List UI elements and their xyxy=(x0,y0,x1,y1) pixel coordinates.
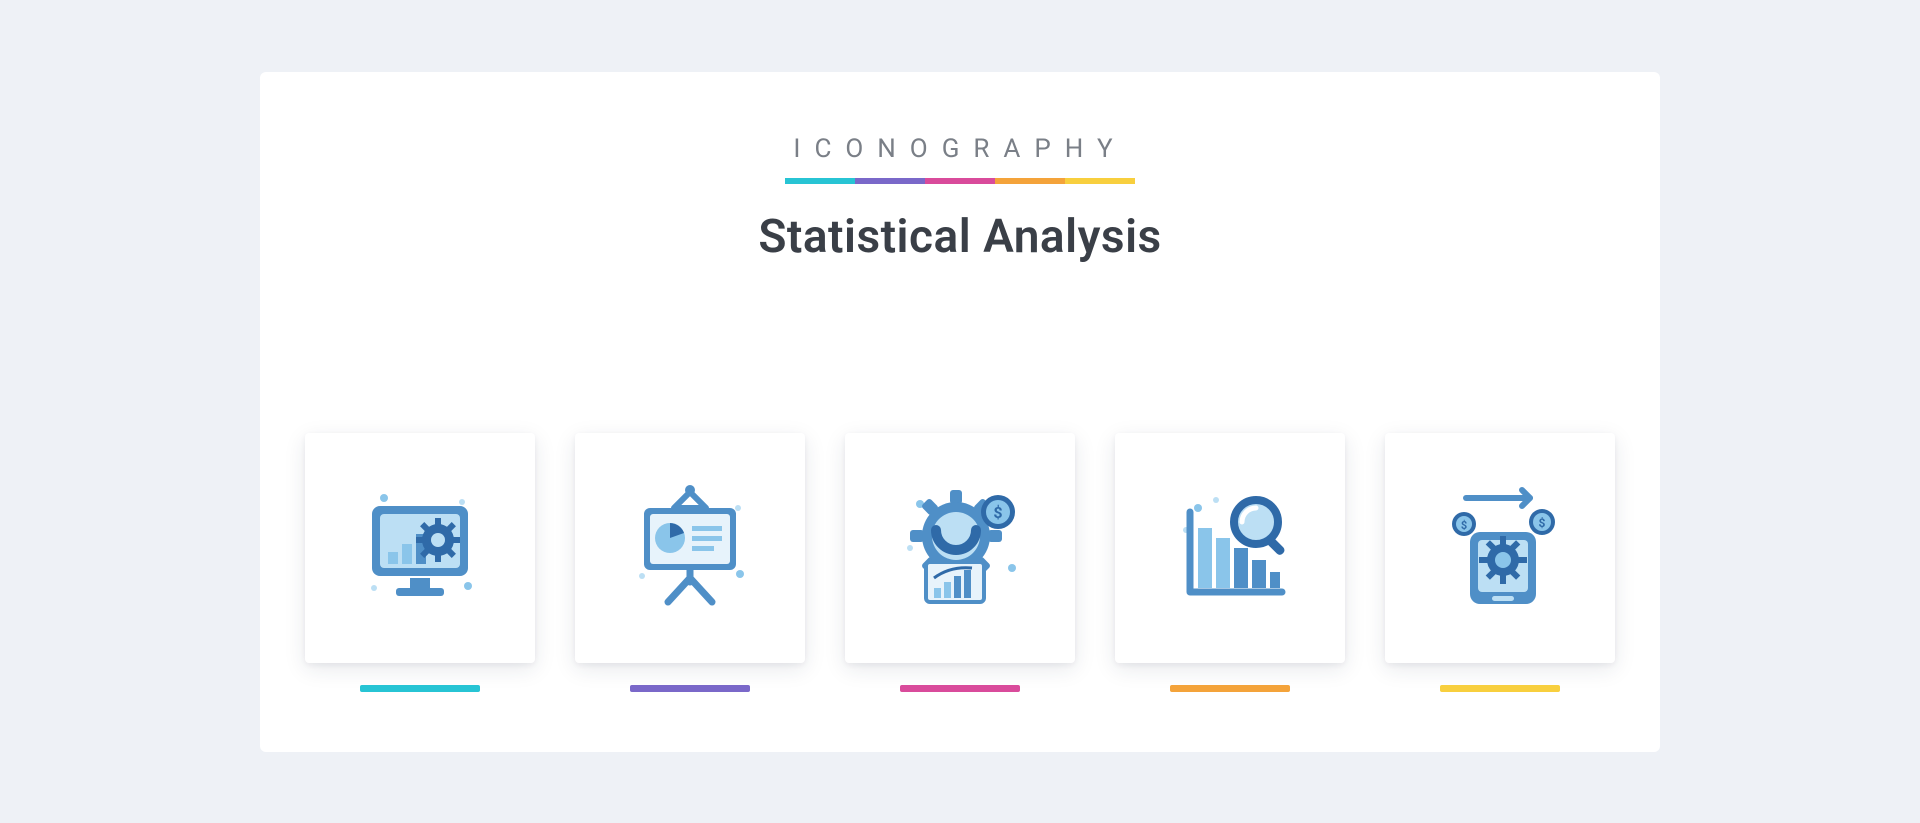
tile-monitor xyxy=(305,433,535,692)
tile-gear-finance: $ xyxy=(845,433,1075,692)
bar-search-icon xyxy=(1115,433,1345,663)
gear-finance-chart-icon: $ xyxy=(845,433,1075,663)
presentation-chart-icon xyxy=(575,433,805,663)
stripe-pink xyxy=(925,178,995,184)
brand-stripes xyxy=(260,178,1660,184)
tile-underline xyxy=(1440,685,1560,692)
svg-text:$: $ xyxy=(993,503,1002,522)
brand-label: ICONOGRAPHY xyxy=(260,134,1660,164)
mobile-gear-money-icon: $ $ xyxy=(1385,433,1615,663)
pack-title: Statistical Analysis xyxy=(260,210,1660,264)
stripe-cyan xyxy=(785,178,855,184)
header: ICONOGRAPHY Statistical Analysis xyxy=(260,134,1660,264)
monitor-analytics-icon xyxy=(305,433,535,663)
stripe-purple xyxy=(855,178,925,184)
tile-underline xyxy=(360,685,480,692)
stripe-yellow xyxy=(1065,178,1135,184)
tile-underline xyxy=(900,685,1020,692)
icon-row: $ xyxy=(260,433,1660,692)
svg-text:$: $ xyxy=(1461,519,1467,532)
svg-text:$: $ xyxy=(1539,516,1546,530)
tile-bar-search xyxy=(1115,433,1345,692)
tile-presentation xyxy=(575,433,805,692)
icon-pack-card: ICONOGRAPHY Statistical Analysis xyxy=(260,72,1660,752)
tile-underline xyxy=(1170,685,1290,692)
tile-mobile-gear: $ $ xyxy=(1385,433,1615,692)
tile-underline xyxy=(630,685,750,692)
stripe-orange xyxy=(995,178,1065,184)
